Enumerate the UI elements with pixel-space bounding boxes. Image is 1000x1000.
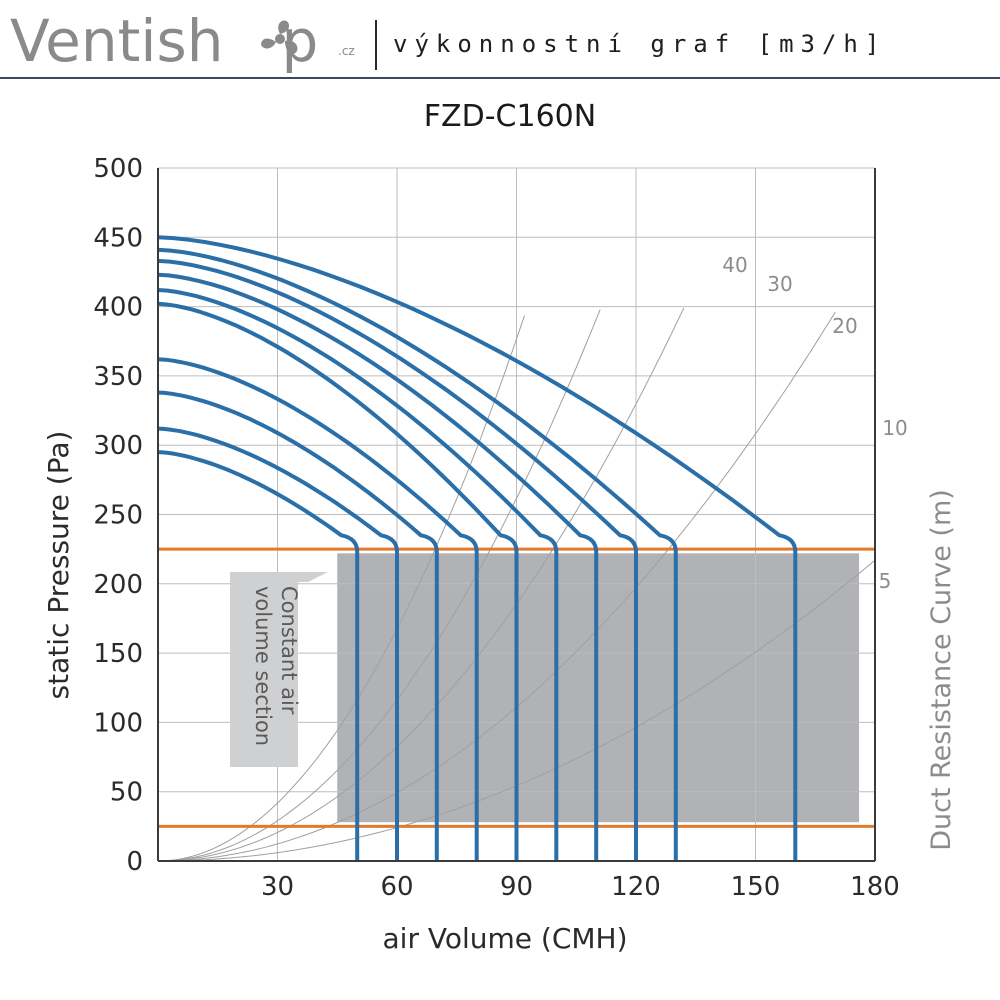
fan-curve [157, 258, 638, 861]
fan-curve [157, 426, 399, 861]
y-tick-label: 150 [93, 639, 143, 669]
duct-curve-label: 30 [767, 272, 792, 296]
header-subtitle: výkonnostní graf [m3/h] [393, 30, 887, 58]
brand-prefix: Ventish [10, 7, 224, 75]
y-tick-label: 50 [110, 778, 143, 808]
duct-curve-label: 40 [722, 253, 747, 277]
fan-curve [157, 390, 439, 861]
y-tick-label: 300 [93, 431, 143, 461]
y-tick-label: 500 [93, 154, 143, 184]
brand-tld: .cz [338, 44, 355, 58]
duct-resistance-curve [157, 315, 525, 862]
y-tick-label: 400 [93, 293, 143, 323]
x-tick-label: 30 [261, 872, 294, 902]
x-tick-label: 150 [731, 872, 781, 902]
duct-curve-label: 20 [832, 314, 857, 338]
constant-air-label: volume section [251, 586, 275, 746]
chart-title: FZD-C160N [424, 99, 596, 134]
duct-resistance-curve [158, 309, 601, 862]
fan-curve [157, 235, 798, 861]
y-tick-label: 450 [93, 223, 143, 253]
x-tick-label: 180 [850, 872, 900, 902]
y-axis-title: static Pressure (Pa) [42, 431, 75, 700]
x-tick-label: 60 [380, 872, 413, 902]
brand-logo: Ventish p [10, 2, 318, 80]
y-tick-label: 0 [126, 847, 143, 877]
duct-resistance-curve [158, 311, 836, 862]
note-callout [230, 572, 328, 767]
duct-curve-label: 10 [882, 416, 907, 440]
fan-curve [157, 247, 678, 861]
fan-curve [157, 357, 479, 861]
right-axis-title: Duct Resistance Curve (m) [926, 489, 957, 851]
x-tick-label: 90 [500, 872, 533, 902]
fan-curve [157, 450, 360, 861]
page-header: Ventish p .cz výkonnostní graf [m3/h] [0, 0, 1000, 80]
header-separator [375, 20, 377, 70]
x-tick-label: 120 [611, 872, 661, 902]
y-tick-label: 200 [93, 570, 143, 600]
header-rule [0, 77, 1000, 79]
fan-curve [157, 272, 599, 861]
constant-air-label: Constant air [277, 586, 301, 715]
x-axis-title: air Volume (CMH) [383, 922, 628, 955]
y-tick-label: 100 [93, 708, 143, 738]
fan-curve [157, 301, 519, 861]
fan-icon [261, 20, 298, 54]
duct-curve-label: 5 [879, 569, 892, 593]
y-tick-label: 350 [93, 362, 143, 392]
y-tick-label: 250 [93, 501, 143, 531]
fan-curve [157, 288, 559, 861]
